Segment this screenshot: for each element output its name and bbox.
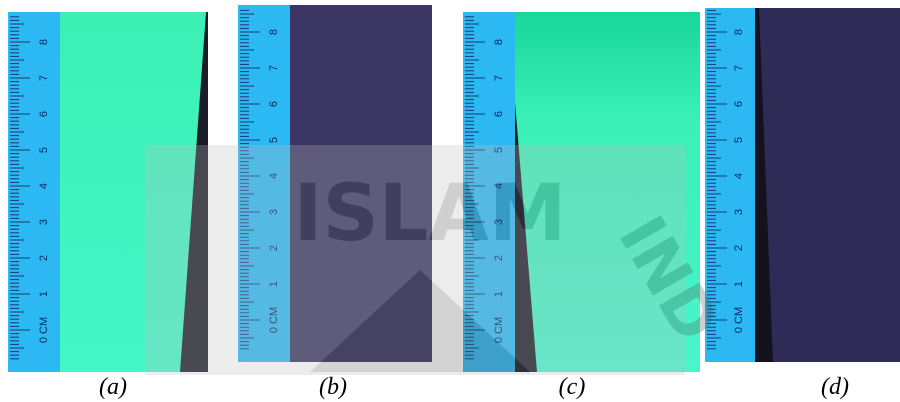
ruler-label: 6 — [268, 101, 280, 107]
ruler-label: 7 — [268, 65, 280, 71]
panel: 0 CM 1 2 3 4 5 6 7 8 (d) — [705, 8, 900, 400]
ruler-label: 6 — [733, 101, 745, 107]
panel-caption: (a) — [99, 374, 127, 400]
ruler-label: 7 — [733, 65, 745, 71]
ruler-label: 5 — [268, 137, 280, 143]
ruler-label: 1 — [38, 291, 50, 297]
ruler-label: 7 — [38, 75, 50, 81]
ruler-label: 4 — [38, 183, 50, 189]
panel-caption: (b) — [319, 374, 347, 400]
ruler-label: 5 — [38, 147, 50, 153]
ruler-label: 7 — [493, 75, 505, 81]
panel-caption: (c) — [559, 374, 586, 400]
watermark-text: ISLAM — [294, 169, 567, 259]
ruler-label: 8 — [493, 39, 505, 45]
ruler-label: 8 — [733, 29, 745, 35]
ruler-label: 3 — [733, 209, 745, 215]
ruler-label: 0 CM — [733, 307, 745, 333]
ruler-label: 5 — [733, 137, 745, 143]
ruler-label: 0 CM — [38, 317, 50, 343]
plate — [755, 8, 900, 362]
ruler-label: 1 — [733, 281, 745, 287]
figure: 0 CM 1 2 3 4 5 6 7 8 (a) 0 CM 1 2 3 4 5 6 7 8 (b) 0 CM 1 2 3 4 5 6… — [0, 0, 900, 402]
ruler-label: 2 — [733, 245, 745, 251]
ruler-label: 4 — [733, 173, 745, 179]
ruler — [8, 12, 60, 372]
ruler-label: 2 — [38, 255, 50, 261]
ruler-label: 8 — [38, 39, 50, 45]
ruler-label: 6 — [38, 111, 50, 117]
panel-caption: (d) — [821, 374, 849, 400]
ruler-label: 6 — [493, 111, 505, 117]
ruler-label: 8 — [268, 29, 280, 35]
ruler-label: 3 — [38, 219, 50, 225]
